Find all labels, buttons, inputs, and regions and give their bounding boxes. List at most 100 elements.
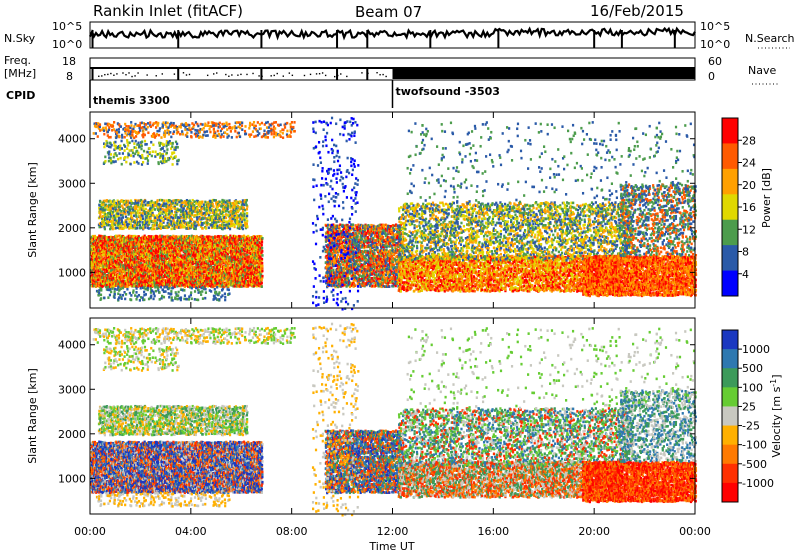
- range-gate-cell: [239, 126, 242, 130]
- range-gate-cell: [104, 269, 107, 273]
- range-gate-cell: [234, 216, 237, 219]
- range-gate-cell: [100, 270, 104, 273]
- range-gate-cell: [142, 207, 145, 210]
- range-gate-cell: [218, 208, 221, 212]
- range-gate-cell: [126, 203, 129, 207]
- range-gate-cell: [105, 285, 108, 289]
- range-gate-cell: [101, 273, 104, 277]
- range-gate-cell: [196, 220, 200, 224]
- range-gate-cell: [229, 216, 232, 220]
- range-gate-cell: [241, 227, 245, 231]
- range-gate-cell: [93, 234, 97, 238]
- nave-dot: [161, 73, 163, 75]
- nsearch-label: N.Search: [745, 32, 795, 45]
- range-gate-cell: [226, 221, 229, 224]
- range-gate-cell: [157, 224, 160, 227]
- range-gate-cell: [128, 270, 132, 274]
- range-gate-cell: [194, 210, 197, 213]
- range-gate-cell: [125, 279, 128, 282]
- range-gate-cell: [237, 121, 240, 124]
- range-gate-cell: [119, 205, 122, 209]
- range-gate-cell: [110, 274, 113, 278]
- range-gate-cell: [141, 280, 144, 284]
- range-gate-cell: [201, 217, 205, 221]
- range-gate-cell: [167, 201, 170, 204]
- range-gate-cell: [289, 135, 292, 138]
- range-gate-cell: [182, 219, 186, 223]
- range-gate-cell: [201, 227, 204, 230]
- range-gate-cell: [108, 122, 111, 126]
- range-gate-cell: [166, 131, 169, 135]
- range-gate-cell: [130, 214, 133, 218]
- range-gate-cell: [126, 268, 129, 272]
- range-gate-cell: [113, 121, 116, 124]
- range-gate-cell: [161, 147, 164, 150]
- range-gate-cell: [265, 136, 268, 139]
- range-gate-cell: [153, 235, 157, 238]
- range-gate-cell: [113, 218, 117, 222]
- range-gate-cell: [150, 261, 153, 264]
- range-gate-cell: [129, 278, 133, 282]
- range-gate-cell: [123, 208, 127, 211]
- range-gate-cell: [137, 235, 140, 238]
- range-gate-cell: [131, 139, 134, 143]
- range-gate-cell: [256, 121, 259, 124]
- range-gate-cell: [289, 125, 293, 129]
- range-gate-cell: [148, 237, 151, 241]
- range-gate-cell: [226, 123, 229, 127]
- range-gate-cell: [117, 221, 120, 224]
- range-gate-cell: [146, 154, 149, 158]
- range-gate-cell: [225, 205, 228, 209]
- range-gate-cell: [233, 214, 236, 218]
- range-gate-cell: [145, 127, 148, 131]
- range-gate-cell: [165, 159, 168, 163]
- range-gate-cell: [129, 266, 132, 269]
- range-gate-cell: [212, 127, 215, 131]
- range-gate-cell: [175, 208, 178, 212]
- range-gate-cell: [138, 214, 141, 218]
- range-gate-cell: [263, 132, 266, 136]
- range-gate-cell: [203, 130, 207, 134]
- range-gate-cell: [215, 221, 218, 224]
- range-gate-cell: [133, 257, 137, 261]
- range-gate-cell: [222, 217, 225, 221]
- range-gate-cell: [137, 153, 140, 157]
- range-gate-cell: [143, 254, 146, 258]
- range-gate-cell: [123, 242, 126, 246]
- range-gate-cell: [196, 218, 199, 221]
- range-gate-cell: [133, 279, 136, 283]
- range-gate-cell: [224, 216, 228, 220]
- range-gate-cell: [167, 206, 170, 210]
- range-gate-cell: [206, 124, 210, 127]
- range-gate-cell: [143, 277, 147, 281]
- range-gate-cell: [141, 259, 145, 263]
- range-gate-cell: [138, 265, 141, 269]
- range-gate-cell: [167, 143, 170, 146]
- range-gate-cell: [228, 222, 231, 226]
- range-gate-cell: [144, 263, 147, 266]
- range-gate-cell: [218, 217, 221, 220]
- nave-tick-top: 60: [708, 55, 722, 68]
- range-gate-cell: [275, 134, 278, 137]
- range-gate-cell: [263, 123, 266, 126]
- range-gate-cell: [178, 216, 181, 220]
- range-gate-cell: [232, 211, 236, 215]
- range-gate-cell: [207, 207, 210, 210]
- range-gate-cell: [138, 219, 142, 223]
- nave-dot: [131, 75, 133, 78]
- range-gate-cell: [145, 267, 148, 270]
- range-gate-cell: [153, 208, 157, 211]
- range-gate-cell: [174, 148, 177, 151]
- range-gate-cell: [99, 129, 102, 132]
- range-gate-cell: [134, 239, 137, 243]
- range-gate-cell: [188, 207, 192, 210]
- range-gate-cell: [144, 143, 147, 146]
- range-gate-cell: [235, 121, 238, 124]
- range-gate-cell: [137, 257, 140, 261]
- range-gate-cell: [278, 133, 281, 137]
- nave-dot: [173, 73, 176, 75]
- range-gate-cell: [136, 244, 139, 248]
- range-gate-cell: [279, 123, 282, 127]
- range-gate-cell: [104, 126, 107, 130]
- range-gate-cell: [104, 278, 107, 281]
